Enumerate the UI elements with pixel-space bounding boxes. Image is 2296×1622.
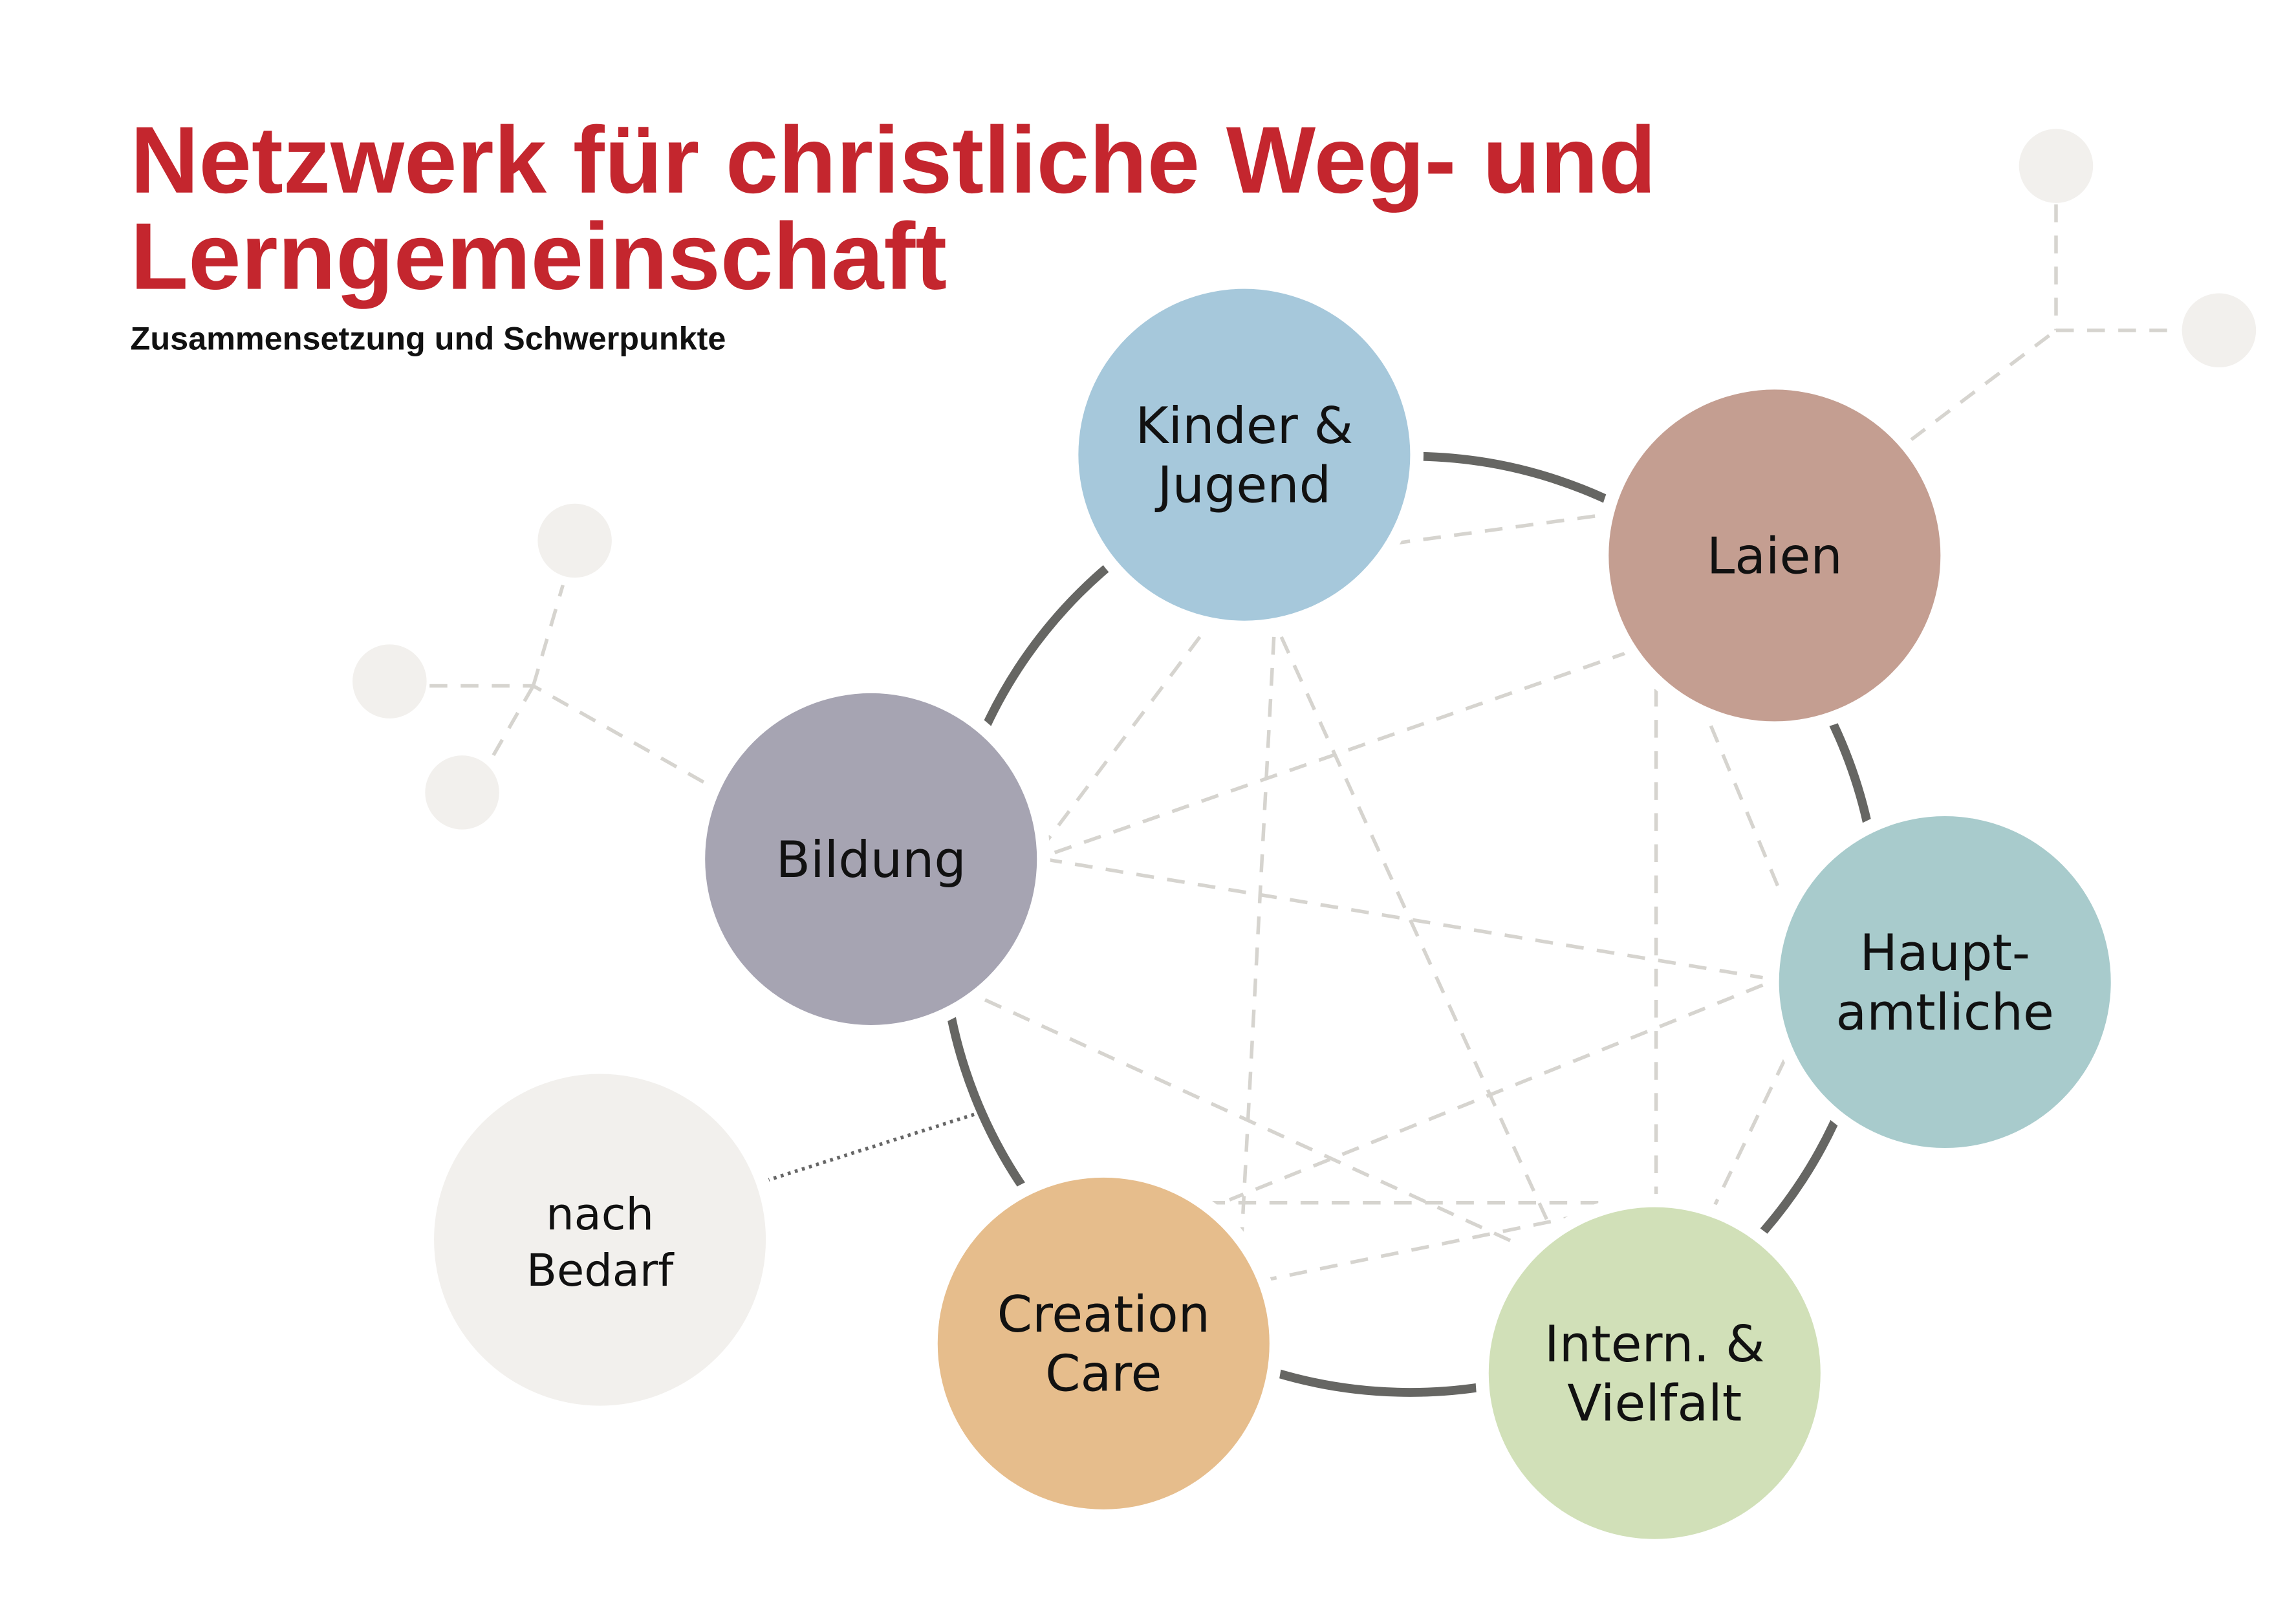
subtitle: Zusammensetzung und Schwerpunkte xyxy=(131,320,726,357)
satellite-dot xyxy=(425,755,499,830)
satellite-dot xyxy=(537,503,612,578)
title-line-2: Lerngemeinschaft xyxy=(131,204,948,310)
node-label: Vielfalt xyxy=(1567,1374,1742,1433)
node-laien: Laien xyxy=(1595,376,1954,735)
node-label: Care xyxy=(1045,1345,1162,1403)
node-label: Bildung xyxy=(776,831,966,889)
node-label: Kinder & xyxy=(1135,397,1353,455)
dashed-connector xyxy=(1259,1216,1571,1283)
dashed-connector xyxy=(1712,1058,1787,1208)
dashed-connector xyxy=(1392,512,1610,546)
dashed-connector xyxy=(1909,329,2057,442)
node-circle xyxy=(1078,288,1411,621)
satellite-dots xyxy=(352,129,2257,830)
satellite-dot xyxy=(352,644,427,719)
dashed-connector xyxy=(1709,725,1784,897)
dashed-connector xyxy=(531,584,565,687)
node-kinder: Kinder &Jugend xyxy=(1065,276,1424,634)
nodes: Kinder &Jugend Laien Bildung Haupt-amtliche… xyxy=(420,276,2125,1553)
node-intern: Intern. &Vielfalt xyxy=(1475,1194,1834,1553)
dashed-connector xyxy=(984,998,1519,1246)
dashed-connector xyxy=(1044,857,1763,980)
dashed-connector xyxy=(532,684,705,784)
dashed-connector xyxy=(1043,650,1630,858)
node-circle xyxy=(937,1177,1270,1509)
node-label: Intern. & xyxy=(1544,1315,1765,1374)
dashed-connectors xyxy=(429,204,2181,1283)
node-circle xyxy=(434,1074,766,1406)
node-label: amtliche xyxy=(1836,984,2053,1042)
dashed-connector xyxy=(492,685,535,757)
title-line-1: Netzwerk für christliche Weg- und xyxy=(131,107,1656,213)
dashed-connector xyxy=(1279,636,1550,1223)
dashed-connector xyxy=(1239,636,1276,1245)
node-label: Jugend xyxy=(1154,456,1331,514)
dashed-connector xyxy=(1228,983,1764,1202)
node-circle xyxy=(705,693,1037,1025)
node-label: Creation xyxy=(997,1286,1210,1344)
node-label: Laien xyxy=(1707,527,1843,585)
node-label: nach xyxy=(546,1189,654,1240)
node-circle xyxy=(1488,1207,1821,1539)
node-hauptamtliche: Haupt-amtliche xyxy=(1766,803,2125,1162)
dashed-connector xyxy=(1043,636,1202,846)
node-bildung: Bildung xyxy=(691,680,1050,1039)
node-circle xyxy=(1779,816,2111,1149)
node-label: Bedarf xyxy=(526,1245,675,1297)
node-circle xyxy=(1608,389,1941,722)
dotted-connector xyxy=(752,1109,986,1187)
node-label: Haupt- xyxy=(1859,924,2030,982)
satellite-dot xyxy=(2182,293,2257,368)
satellite-dot xyxy=(2019,129,2094,203)
